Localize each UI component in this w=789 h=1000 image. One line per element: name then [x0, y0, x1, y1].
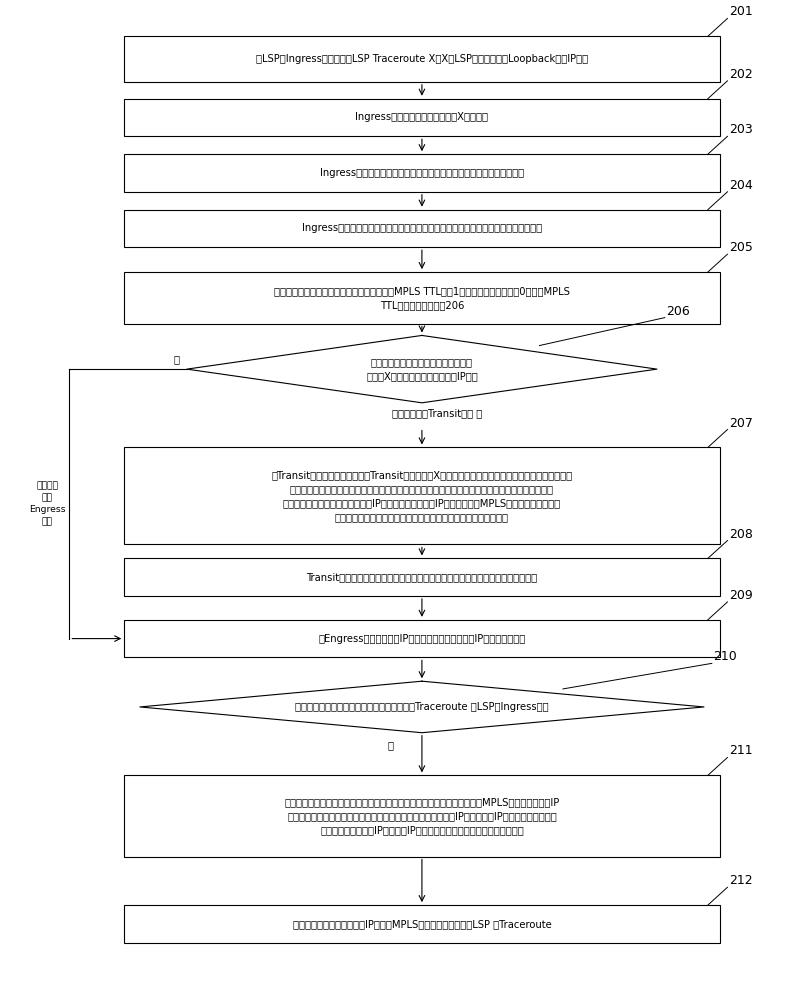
- Text: Ingress节点为确定出的各个不同下一跳分配不同序列号及本地环回地址: Ingress节点为确定出的各个不同下一跳分配不同序列号及本地环回地址: [320, 168, 524, 178]
- Text: 203: 203: [729, 123, 753, 136]
- Bar: [124, 620, 720, 657]
- Text: 204: 204: [729, 179, 753, 192]
- Bar: [124, 775, 720, 857]
- Text: Transit节点针对每一下一跳构造对应的请求报文并发送给该下一跳对应的下游节点: Transit节点针对每一下一跳构造对应的请求报文并发送给该下一跳对应的下游节点: [306, 572, 537, 582]
- Text: 接收到请求报文的节点识别该请求报文
携带的X是否为本节点的环回接口IP地址: 接收到请求报文的节点识别该请求报文 携带的X是否为本节点的环回接口IP地址: [366, 357, 478, 381]
- Text: 201: 201: [729, 5, 753, 18]
- Text: 接收到响应报文的节点识别本节点是否为执行Traceroute 的LSP的Ingress节点: 接收到响应报文的节点识别本节点是否为执行Traceroute 的LSP的Ingr…: [295, 702, 548, 712]
- Bar: [124, 99, 720, 136]
- Text: 206: 206: [667, 305, 690, 318]
- Text: 207: 207: [729, 417, 753, 430]
- Text: 确定本节
点为
Engress
节点: 确定本节 点为 Engress 节点: [29, 482, 65, 526]
- Text: 208: 208: [729, 528, 753, 541]
- Text: 210: 210: [713, 650, 737, 663]
- Polygon shape: [187, 335, 657, 403]
- Text: 212: 212: [729, 874, 753, 887]
- Text: 205: 205: [729, 241, 753, 254]
- Text: 本Transit节点基于路由查找从本Transit节点至所述X的各个下一跳，为该各个下一跳分配不同序列号及
本地环回地址，并针对每一下一跳建立对应的映射表项，下: 本Transit节点基于路由查找从本Transit节点至所述X的各个下一跳，为该…: [271, 470, 573, 522]
- Text: 获取该响应报文携带的接口IP地址和MPLS标签路径信息，完成LSP 的Traceroute: 获取该响应报文携带的接口IP地址和MPLS标签路径信息，完成LSP 的Trace…: [293, 919, 552, 929]
- Bar: [124, 154, 720, 192]
- Text: 211: 211: [729, 744, 753, 757]
- Polygon shape: [140, 681, 704, 733]
- Text: 是: 是: [173, 354, 179, 364]
- Bar: [124, 558, 720, 596]
- Text: 在LSP的Ingress节点上配置LSP Traceroute X，X为LSP的尾部节点的Loopback接口IP地址: 在LSP的Ingress节点上配置LSP Traceroute X，X为LSP的…: [256, 54, 588, 64]
- Text: Ingress节点确定从本节点至所述X的下一跳: Ingress节点确定从本节点至所述X的下一跳: [355, 112, 488, 122]
- Bar: [124, 905, 720, 943]
- Text: 202: 202: [729, 68, 753, 81]
- Text: 是: 是: [387, 741, 394, 751]
- Text: 确定本节点为Transit节点 否: 确定本节点为Transit节点 否: [392, 408, 483, 418]
- Bar: [124, 447, 720, 544]
- Text: 209: 209: [729, 589, 753, 602]
- Bar: [124, 36, 720, 82]
- Text: 接收到所述请求报文的节点将该请求报文中的MPLS TTL减去1，发现该计算的结果为0，表示MPLS
TTL超时，则执行步骤206: 接收到所述请求报文的节点将该请求报文中的MPLS TTL减去1，发现该计算的结果…: [274, 286, 570, 310]
- Text: Ingress节点针对每一个下一跳构造对应的请求报文并发送给该下一跳对应的下游节点: Ingress节点针对每一个下一跳构造对应的请求报文并发送给该下一跳对应的下游节…: [302, 223, 542, 233]
- Bar: [124, 210, 720, 247]
- Bar: [124, 272, 720, 324]
- Text: 本Engress节点回复目的IP地址为所述请求报文的源IP地址的响应报文: 本Engress节点回复目的IP地址为所述请求报文的源IP地址的响应报文: [318, 634, 525, 644]
- Text: 查找到下游序列号为响应报文携带的序列号的映射表项，将该映射表项中的MPLS标签信息和接口IP
地址携带至该响应报文中，并依次修改该响应报文的序列号、源IP地址、: 查找到下游序列号为响应报文携带的序列号的映射表项，将该映射表项中的MPLS标签信…: [284, 797, 559, 835]
